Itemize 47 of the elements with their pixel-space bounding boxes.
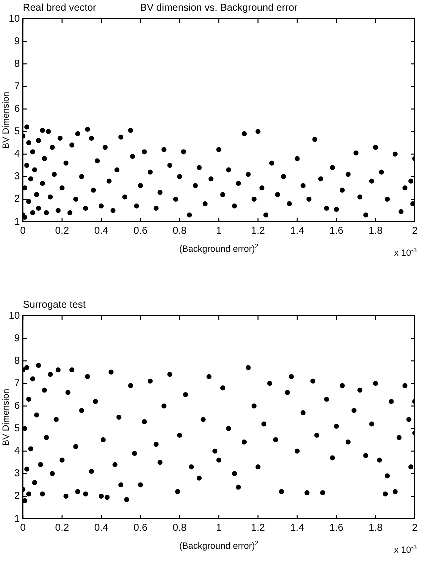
y-tick-label: 5	[14, 126, 21, 138]
y-tick-label: 9	[14, 333, 21, 344]
y-tick-label: 1	[14, 216, 21, 228]
x-tick-label: 1.6	[330, 522, 344, 534]
y-tick-label: 5	[14, 424, 21, 435]
y-tick-label: 4	[14, 446, 21, 458]
x-tick-label: 0.8	[172, 522, 188, 534]
y-tick-label: 2	[14, 491, 21, 502]
chart-subtitle: Real bred vector	[23, 3, 98, 14]
x-tick-label: 0.6	[134, 226, 148, 237]
x-tick-label: 1.6	[330, 226, 344, 237]
x-tick-label: 0.2	[55, 226, 70, 237]
x-tick-label: 0.8	[172, 226, 188, 237]
y-tick-label: 7	[14, 378, 21, 390]
y-tick-label: 6	[14, 104, 21, 115]
x-tick-label: 0.4	[94, 522, 109, 534]
x-tick-label: 0.2	[55, 522, 70, 534]
chart-title: BV dimension vs. Background error	[140, 3, 298, 14]
y-tick-label: 9	[14, 36, 21, 48]
x-tick-label: 1	[216, 522, 222, 534]
y-tick-label: 7	[14, 81, 21, 92]
x-tick-label: 1.4	[290, 522, 305, 534]
x-tick-label: 0.6	[134, 522, 148, 534]
x-tick-label: 0.4	[94, 226, 109, 237]
x-tick-label: 1.2	[251, 226, 266, 237]
x-tick-label: 1.2	[251, 522, 266, 534]
y-axis-title: BV Dimension	[1, 388, 11, 446]
y-tick-label: 6	[14, 400, 21, 412]
x-tick-label: 0	[20, 226, 26, 237]
x-tick-label: 1.8	[368, 522, 384, 534]
x-tick-label: 2	[412, 522, 418, 534]
y-tick-label: 3	[14, 172, 21, 183]
x-tick-label: 1.8	[368, 226, 384, 237]
y-tick-label: 10	[9, 310, 21, 322]
x-tick-label: 2	[412, 226, 418, 237]
y-tick-label: 3	[14, 468, 21, 480]
chart-title: Surrogate test	[23, 300, 86, 311]
x-tick-label: 1.4	[290, 226, 305, 237]
y-tick-label: 8	[14, 356, 21, 367]
y-tick-label: 4	[14, 149, 21, 160]
y-tick-label: 8	[14, 58, 21, 70]
x-tick-label: 0	[20, 522, 26, 534]
y-axis-title: BV Dimension	[1, 92, 11, 150]
y-tick-label: 10	[9, 14, 21, 25]
x-tick-label: 1	[216, 226, 222, 237]
y-tick-label: 2	[14, 194, 21, 206]
y-tick-label: 1	[14, 514, 21, 525]
